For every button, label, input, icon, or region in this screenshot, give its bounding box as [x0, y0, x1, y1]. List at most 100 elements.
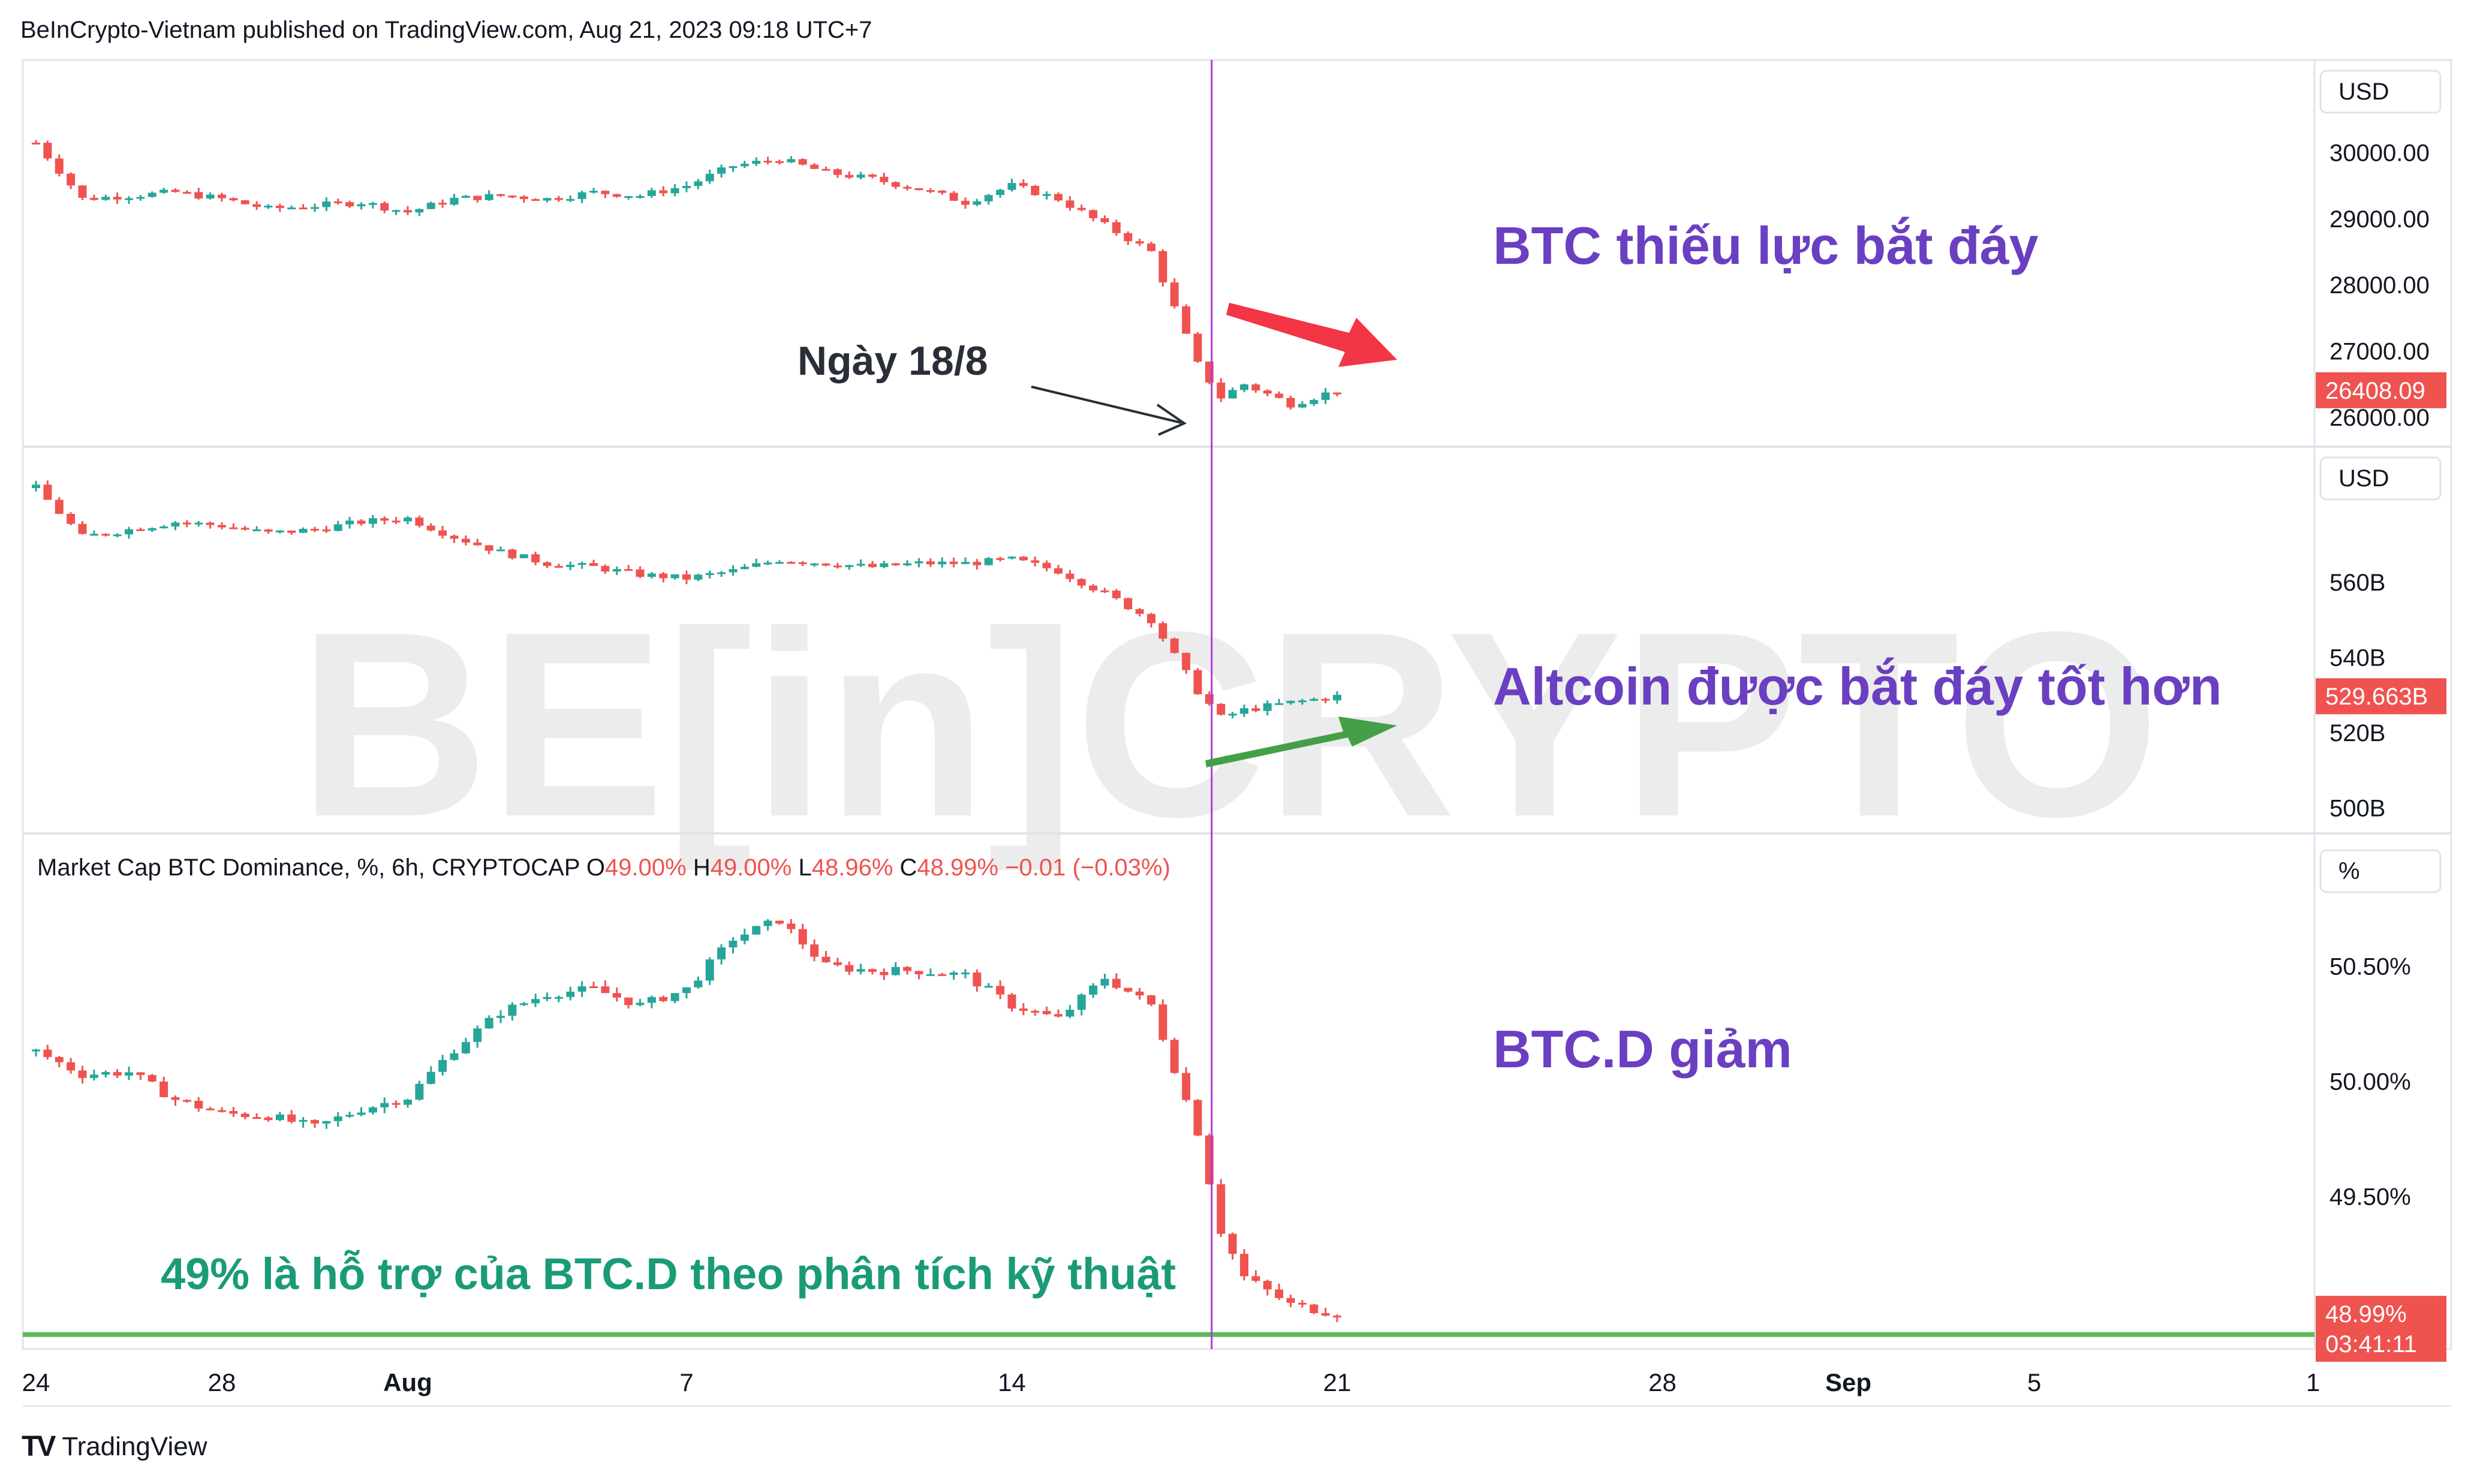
candle-body — [89, 197, 98, 200]
price-tick-label: 560B — [2329, 570, 2385, 596]
candle-body — [1077, 579, 1086, 586]
candle-body — [1263, 703, 1272, 711]
candle-body — [601, 565, 610, 572]
candle-body — [566, 991, 575, 997]
candle-body — [705, 173, 714, 182]
candle-body — [1147, 613, 1155, 624]
panel-frames — [22, 59, 2452, 1407]
candle-body — [148, 528, 156, 531]
candle-body — [1019, 183, 1028, 186]
date-note: Ngày 18/8 — [797, 338, 988, 384]
candle-body — [647, 573, 656, 577]
candle-body — [659, 573, 668, 579]
candle-body — [938, 190, 947, 193]
currency-label: USD — [2338, 79, 2389, 105]
candle-body — [810, 164, 819, 169]
candle-body — [240, 200, 249, 204]
candle-body — [357, 1112, 366, 1115]
candle-body — [508, 549, 517, 558]
candle-body — [299, 529, 308, 533]
candle-body — [218, 194, 226, 198]
candle-body — [1286, 1298, 1295, 1303]
candle-body — [543, 997, 552, 1000]
candle-body — [287, 1114, 296, 1122]
support-note: 49% là hỗ trợ của BTC.D theo phân tích k… — [161, 1249, 1176, 1299]
candle-body — [473, 542, 482, 546]
published-header: BeInCrypto-Vietnam published on TradingV… — [20, 17, 872, 43]
candle-body — [1333, 694, 1341, 700]
candle-body — [357, 204, 366, 207]
candle-body — [914, 971, 923, 974]
candle-body — [438, 203, 447, 205]
candle-body — [554, 997, 563, 999]
candle-body — [1089, 985, 1098, 995]
candle-body — [55, 499, 64, 514]
candle-body — [636, 195, 645, 198]
candle-body — [1031, 560, 1040, 563]
candle-body — [1170, 639, 1179, 653]
candle-body — [577, 986, 586, 992]
watermark-text: BE[in]CRYPTO — [299, 577, 2160, 873]
candle-body — [1147, 243, 1155, 251]
watermark: BE[in]CRYPTO — [299, 577, 2160, 873]
candle-body — [845, 965, 854, 972]
candle-body — [856, 969, 865, 972]
candle-body — [159, 189, 168, 193]
candle-body — [1193, 1100, 1202, 1136]
currency-box — [2319, 70, 2442, 114]
candle-body — [32, 1049, 40, 1052]
candle-body — [833, 962, 842, 965]
price-tick-label: 27000.00 — [2329, 339, 2430, 365]
candle-body — [113, 197, 122, 200]
candle-body — [1100, 979, 1109, 986]
candle-body — [415, 209, 424, 213]
candle-body — [612, 569, 621, 572]
time-tick-label: 28 — [208, 1368, 236, 1396]
candle-body — [1263, 1281, 1272, 1290]
candle-body — [461, 538, 470, 543]
candle-body — [1170, 1040, 1179, 1073]
candle-body — [1182, 652, 1191, 670]
time-tick-label: Aug — [383, 1368, 432, 1396]
candle-body — [1240, 1254, 1248, 1277]
candle-body — [891, 563, 900, 565]
candle-body — [450, 535, 459, 539]
candle-body — [1240, 708, 1248, 714]
candle-body — [194, 522, 203, 525]
candle-body — [1007, 994, 1016, 1009]
candle-body — [450, 197, 459, 205]
last-price-tag — [2316, 678, 2446, 715]
candle-body — [311, 529, 319, 531]
candle-body — [229, 527, 238, 529]
candle-body — [333, 1116, 342, 1121]
candle-body — [148, 192, 156, 197]
candle-body — [1321, 392, 1330, 401]
candle-body — [624, 569, 633, 571]
candle-body — [729, 166, 738, 168]
candle-body — [1112, 979, 1121, 988]
candle-body — [264, 529, 273, 532]
time-tick-label: 5 — [2027, 1368, 2041, 1396]
candle-body — [996, 986, 1005, 995]
candle-body — [810, 944, 819, 957]
candle-body — [1310, 1304, 1319, 1313]
tradingview-brand[interactable]: TV TradingView — [22, 1430, 207, 1463]
candle-body — [531, 999, 540, 1004]
candle-body — [810, 563, 819, 565]
candle-body — [148, 1074, 156, 1082]
candle-body — [531, 199, 540, 201]
candle-body — [1217, 1184, 1226, 1234]
candle-body — [218, 525, 226, 528]
candle-body — [903, 563, 912, 565]
candle-body — [333, 201, 342, 203]
candle-body — [1170, 282, 1179, 306]
candle-body — [787, 923, 796, 929]
currency-box — [2319, 849, 2442, 893]
candle-body — [32, 484, 40, 489]
candle-body — [694, 574, 703, 580]
candle-body — [1054, 568, 1063, 574]
candle-body — [1251, 384, 1260, 391]
candle-body — [1275, 1289, 1284, 1298]
candle-body — [717, 572, 726, 574]
